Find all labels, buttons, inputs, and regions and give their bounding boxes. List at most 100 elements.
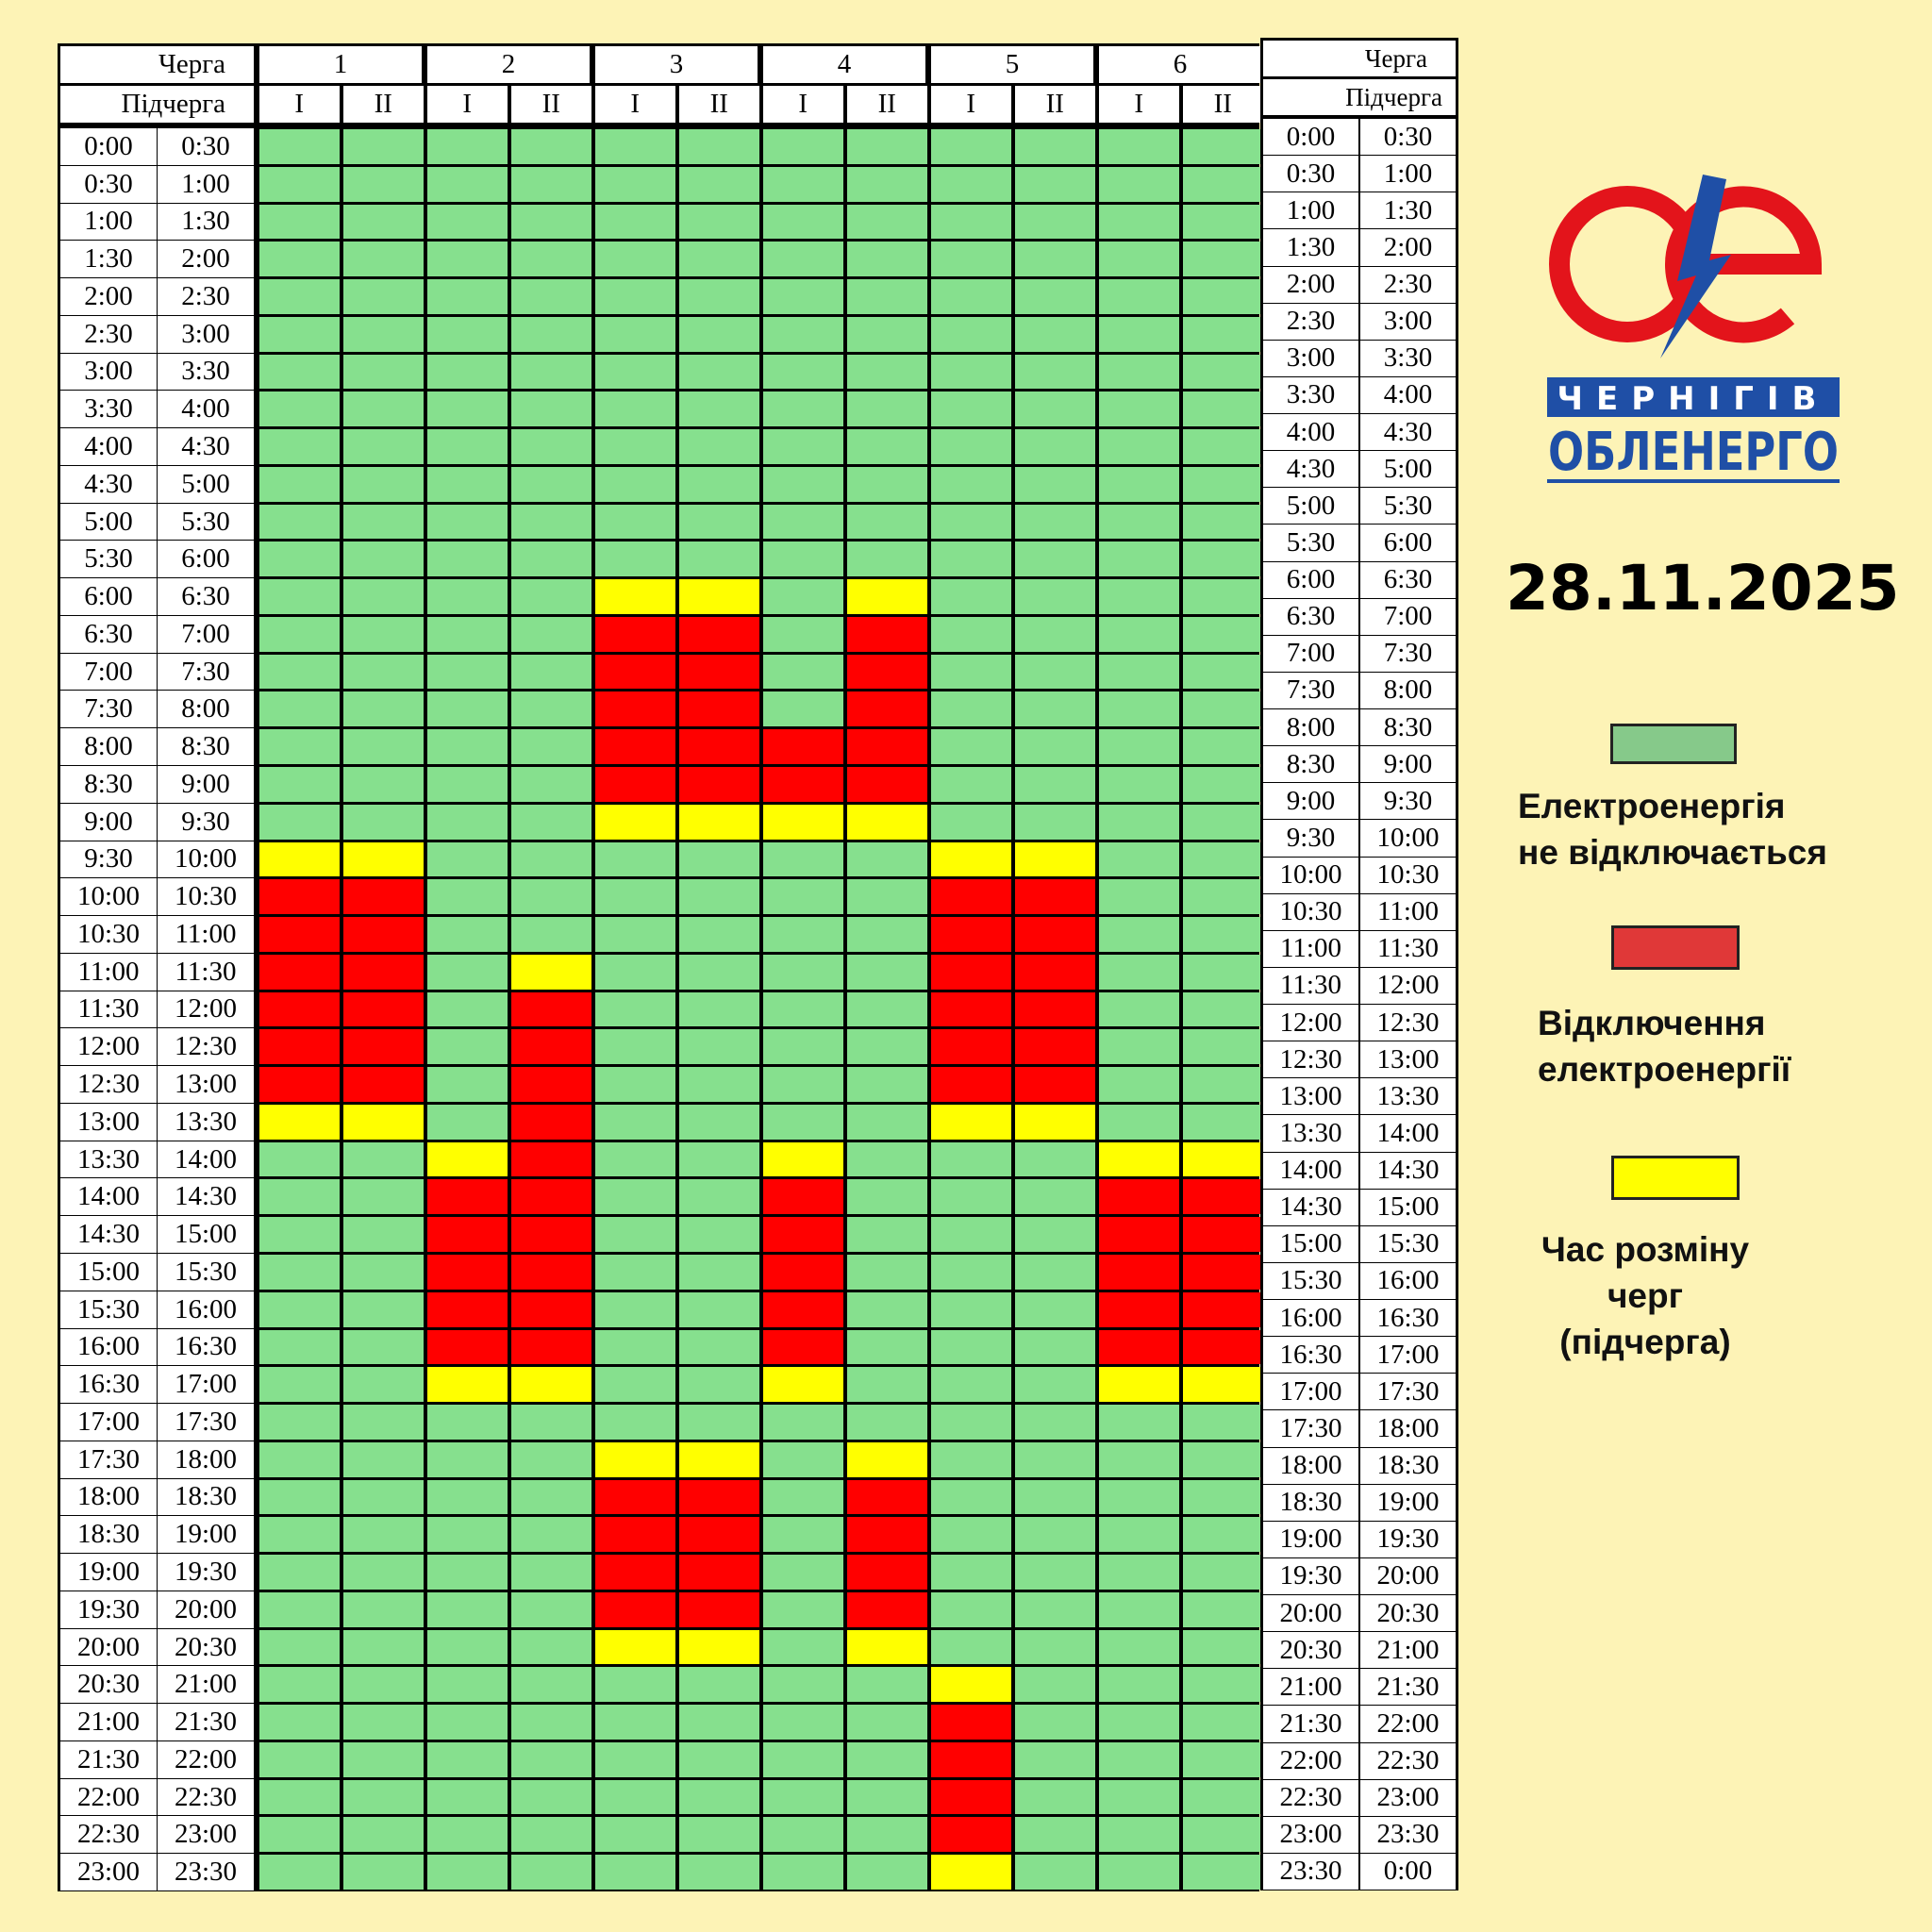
schedule-cell-power-on xyxy=(679,1141,759,1177)
schedule-cell-power-on xyxy=(259,1591,340,1627)
schedule-cell-power-on xyxy=(1099,429,1179,464)
time-end: 2:00 xyxy=(158,241,254,278)
schedule-cell-power-on xyxy=(427,242,508,277)
schedule-cell-power-on xyxy=(1183,1517,1263,1553)
schedule-cell-power-on xyxy=(931,729,1011,765)
queue-header-4: 4 xyxy=(763,46,925,83)
time-start: 2:30 xyxy=(1263,303,1358,340)
schedule-cell-queue-change xyxy=(931,1667,1011,1703)
schedule-cell-power-on xyxy=(763,1441,843,1477)
schedule-cell-power-on xyxy=(931,579,1011,614)
schedule-cell-outage xyxy=(931,879,1011,915)
time-end: 1:00 xyxy=(158,165,254,203)
schedule-cell-power-on xyxy=(511,429,591,464)
schedule-cell-power-on xyxy=(1099,1779,1179,1815)
schedule-cell-power-on xyxy=(1099,1441,1179,1477)
schedule-cell-outage xyxy=(427,1254,508,1290)
schedule-cell-power-on xyxy=(763,1591,843,1627)
schedule-cell-power-on xyxy=(343,729,424,765)
schedule-cell-power-on xyxy=(511,654,591,690)
schedule-cell-outage xyxy=(1099,1329,1179,1365)
schedule-cell-power-on xyxy=(1015,1405,1095,1440)
time-start: 14:30 xyxy=(60,1216,157,1253)
schedule-cell-power-on xyxy=(511,541,591,577)
schedule-cell-power-on xyxy=(679,1104,759,1140)
schedule-cell-power-on xyxy=(343,1329,424,1365)
schedule-cell-power-on xyxy=(763,1067,843,1102)
time-start: 6:30 xyxy=(60,615,157,653)
time-end: 16:30 xyxy=(1360,1300,1456,1337)
time-end: 8:30 xyxy=(1360,709,1456,746)
schedule-cell-power-on xyxy=(427,841,508,877)
time-end: 19:00 xyxy=(1360,1484,1456,1521)
schedule-cell-outage xyxy=(847,729,927,765)
time-start: 22:30 xyxy=(1263,1779,1358,1816)
queue-header-2: 2 xyxy=(427,46,590,83)
time-start: 11:00 xyxy=(1263,930,1358,967)
time-start: 15:00 xyxy=(1263,1225,1358,1262)
schedule-cell-power-on xyxy=(1183,917,1263,952)
schedule-cell-power-on xyxy=(595,504,675,540)
time-start: 0:00 xyxy=(1263,119,1358,156)
schedule-cell-power-on xyxy=(1015,1629,1095,1665)
schedule-cell-outage xyxy=(679,1517,759,1553)
schedule-cell-power-on xyxy=(259,1329,340,1365)
schedule-cell-power-on xyxy=(595,991,675,1027)
schedule-cell-power-on xyxy=(1099,579,1179,614)
schedule-cell-power-on xyxy=(427,129,508,164)
schedule-cell-power-on xyxy=(763,579,843,614)
schedule-cell-power-on xyxy=(1015,1517,1095,1553)
time-start: 3:00 xyxy=(60,353,157,391)
time-end: 14:30 xyxy=(1360,1152,1456,1189)
schedule-cell-power-on xyxy=(1183,579,1263,614)
schedule-cell-power-on xyxy=(1183,729,1263,765)
subqueue-header-label: Підчерга xyxy=(1263,79,1456,115)
time-start: 20:30 xyxy=(60,1666,157,1704)
time-start: 4:30 xyxy=(1263,451,1358,488)
schedule-cell-power-on xyxy=(931,1217,1011,1252)
schedule-cell-outage xyxy=(763,1217,843,1252)
schedule-cell-power-on xyxy=(595,391,675,427)
schedule-cell-power-on xyxy=(259,541,340,577)
schedule-cell-power-on xyxy=(679,466,759,502)
svg-text:ОБЛЕНЕРГО: ОБЛЕНЕРГО xyxy=(1548,422,1839,483)
schedule-cell-outage xyxy=(511,1067,591,1102)
schedule-cell-power-on xyxy=(259,616,340,652)
schedule-cell-power-on xyxy=(1015,429,1095,464)
schedule-cell-power-on xyxy=(1099,316,1179,352)
schedule-cell-power-on xyxy=(343,616,424,652)
schedule-cell-power-on xyxy=(511,767,591,802)
time-end: 21:30 xyxy=(1360,1669,1456,1706)
schedule-cell-queue-change xyxy=(595,1629,675,1665)
legend-label-queue-change: Час розміну черг (підчерга) xyxy=(1541,1230,1750,1361)
schedule-cell-power-on xyxy=(343,1367,424,1403)
time-end: 18:30 xyxy=(1360,1447,1456,1484)
schedule-cell-power-on xyxy=(1015,804,1095,840)
schedule-cell-power-on xyxy=(1015,1179,1095,1215)
schedule-cell-power-on xyxy=(1099,466,1179,502)
schedule-cell-power-on xyxy=(847,917,927,952)
schedule-cell-power-on xyxy=(511,917,591,952)
schedule-cell-power-on xyxy=(1099,279,1179,314)
schedule-cell-power-on xyxy=(259,1741,340,1777)
schedule-cell-power-on xyxy=(1183,1817,1263,1853)
time-end: 19:00 xyxy=(158,1516,254,1554)
schedule-cell-power-on xyxy=(1099,729,1179,765)
time-start: 17:00 xyxy=(60,1404,157,1441)
schedule-cell-power-on xyxy=(763,354,843,390)
schedule-cell-power-on xyxy=(511,316,591,352)
time-end: 17:30 xyxy=(1360,1374,1456,1410)
schedule-cell-power-on xyxy=(931,1179,1011,1215)
schedule-cell-power-on xyxy=(511,1591,591,1627)
schedule-cell-power-on xyxy=(847,1217,927,1252)
schedule-cell-outage xyxy=(1099,1254,1179,1290)
schedule-cell-outage xyxy=(1099,1291,1179,1327)
schedule-cell-power-on xyxy=(595,1405,675,1440)
time-start: 6:00 xyxy=(1263,561,1358,598)
schedule-cell-power-on xyxy=(763,129,843,164)
schedule-cell-outage xyxy=(679,654,759,690)
schedule-cell-queue-change xyxy=(679,1441,759,1477)
schedule-cell-power-on xyxy=(679,879,759,915)
schedule-cell-power-on xyxy=(679,354,759,390)
schedule-cell-power-on xyxy=(1099,917,1179,952)
